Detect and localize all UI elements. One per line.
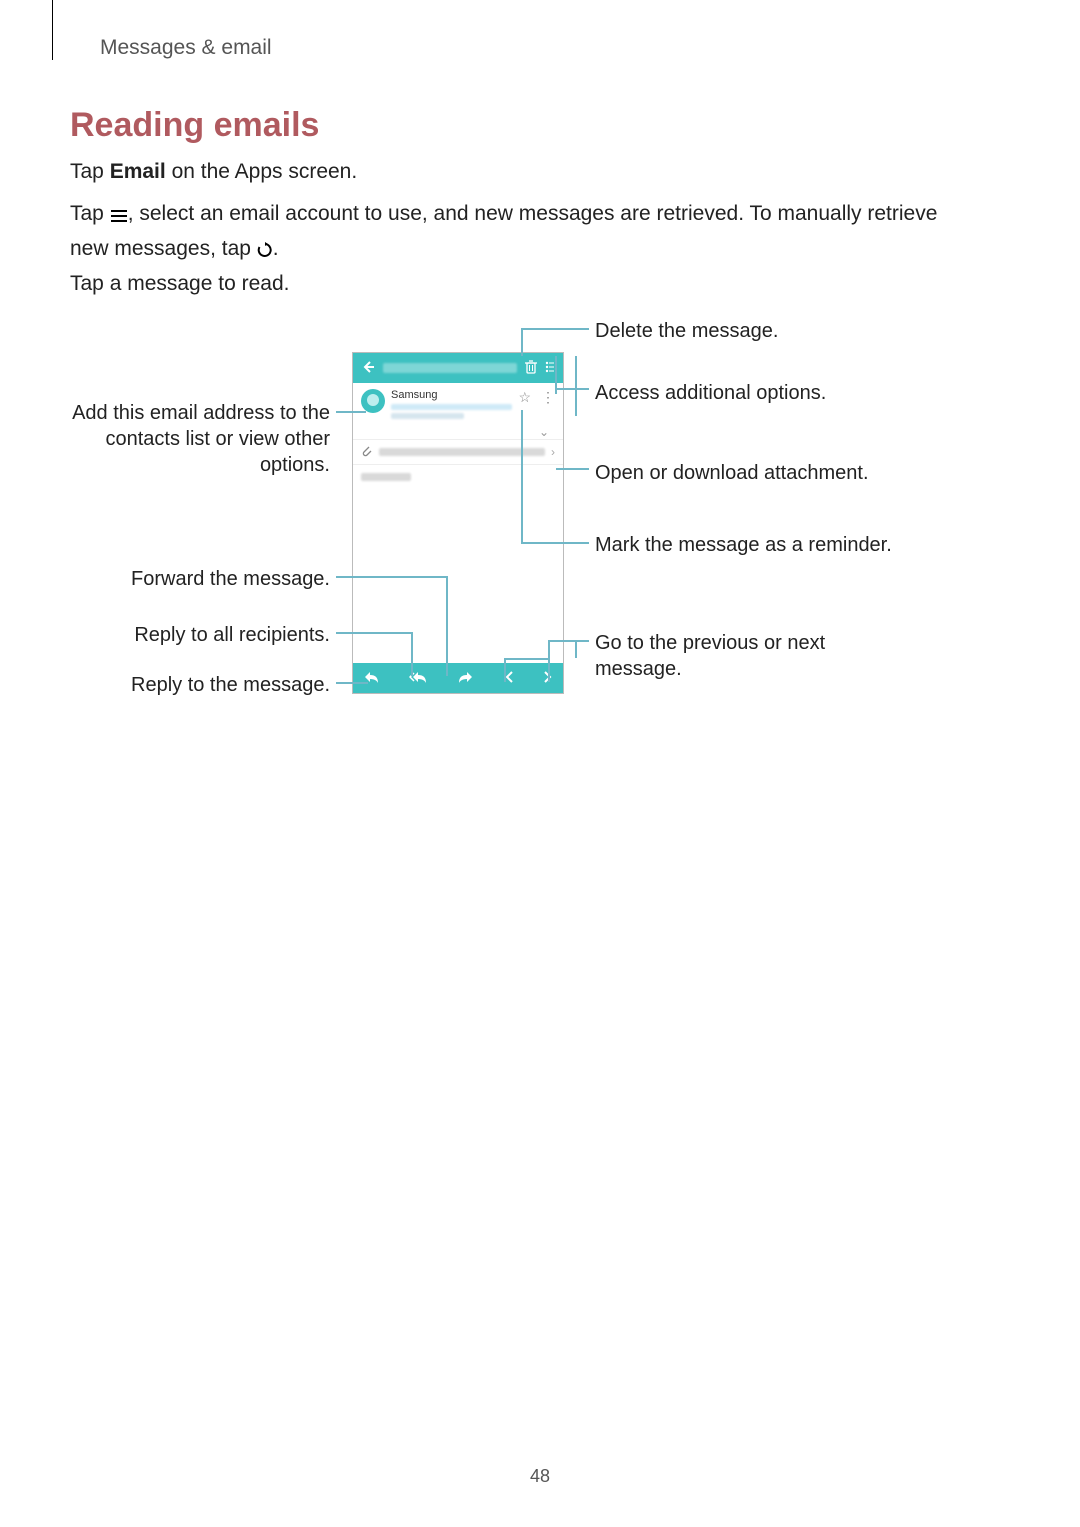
leader-line bbox=[336, 682, 368, 684]
phone-sender-name: Samsung bbox=[391, 389, 512, 401]
left-margin-rule bbox=[52, 0, 53, 60]
phone-sender-row: Samsung ☆ ⋮ bbox=[353, 383, 563, 425]
page-number: 48 bbox=[0, 1466, 1080, 1487]
blur-line bbox=[361, 473, 411, 481]
section-title: Reading emails bbox=[70, 106, 319, 145]
menu-icon bbox=[110, 201, 128, 233]
leader-line bbox=[336, 632, 411, 634]
leader-line bbox=[504, 658, 506, 682]
leader-line bbox=[521, 328, 589, 330]
p1-pre: Tap bbox=[70, 160, 110, 183]
leader-line bbox=[504, 658, 548, 660]
blur-line bbox=[391, 404, 512, 410]
trash-icon[interactable] bbox=[525, 360, 537, 377]
breadcrumb: Messages & email bbox=[100, 36, 272, 60]
chevron-right-icon[interactable]: › bbox=[551, 445, 555, 459]
leader-line bbox=[556, 468, 589, 470]
callout-options: Access additional options. bbox=[595, 380, 826, 406]
leader-line bbox=[336, 411, 366, 413]
refresh-icon bbox=[257, 236, 273, 268]
callout-contacts: Add this email address to the contacts l… bbox=[60, 400, 330, 478]
p2-mid: , select an email account to use, and ne… bbox=[70, 202, 937, 260]
callout-forward: Forward the message. bbox=[60, 566, 330, 592]
expand-row: ⌄ bbox=[353, 425, 563, 439]
avatar-icon[interactable] bbox=[361, 389, 385, 413]
more-icon[interactable] bbox=[545, 360, 555, 377]
leader-line bbox=[521, 328, 523, 356]
callout-reply: Reply to the message. bbox=[60, 672, 330, 698]
chevron-down-icon[interactable]: ⌄ bbox=[533, 425, 555, 439]
leader-line bbox=[411, 632, 413, 676]
p2-post: . bbox=[273, 237, 279, 260]
phone-title-blur bbox=[383, 363, 517, 373]
callout-attachment: Open or download attachment. bbox=[595, 460, 869, 486]
leader-line bbox=[521, 542, 589, 544]
phone-mock: Samsung ☆ ⋮ ⌄ › bbox=[352, 352, 564, 694]
p2-pre: Tap bbox=[70, 202, 110, 225]
paragraph-1: Tap Email on the Apps screen. bbox=[70, 160, 357, 184]
phone-sender-text: Samsung bbox=[391, 389, 512, 419]
diagram: Samsung ☆ ⋮ ⌄ › Delete the message. bbox=[0, 310, 1080, 730]
p1-bold: Email bbox=[110, 160, 166, 183]
star-icon[interactable]: ☆ bbox=[518, 389, 531, 406]
kebab-icon[interactable]: ⋮ bbox=[537, 389, 555, 406]
leader-line bbox=[446, 576, 448, 676]
leader-line bbox=[575, 388, 577, 416]
paragraph-2: Tap , select an email account to use, an… bbox=[70, 198, 980, 267]
leader-line bbox=[575, 356, 577, 388]
leader-line bbox=[548, 640, 550, 658]
phone-topbar bbox=[353, 353, 563, 383]
callout-nav: Go to the previous or next message. bbox=[595, 630, 855, 682]
leader-line bbox=[548, 658, 550, 682]
leader-line bbox=[555, 388, 589, 390]
callout-contacts-l3: options. bbox=[260, 454, 330, 476]
back-icon[interactable] bbox=[361, 360, 375, 377]
forward-icon[interactable] bbox=[458, 670, 474, 687]
callout-contacts-l2: contacts list or view other bbox=[105, 428, 330, 450]
leader-line bbox=[521, 410, 523, 542]
phone-bottombar bbox=[353, 663, 563, 693]
blur-line bbox=[391, 413, 464, 419]
p1-post: on the Apps screen. bbox=[166, 160, 357, 183]
paperclip-icon bbox=[361, 445, 373, 460]
phone-attachment-row: › bbox=[353, 439, 563, 465]
paragraph-3: Tap a message to read. bbox=[70, 272, 289, 296]
callout-replyall: Reply to all recipients. bbox=[60, 622, 330, 648]
callout-reminder: Mark the message as a reminder. bbox=[595, 532, 892, 558]
callout-contacts-l1: Add this email address to the bbox=[72, 402, 330, 424]
leader-line bbox=[336, 576, 446, 578]
leader-line bbox=[575, 640, 577, 658]
leader-line bbox=[548, 640, 589, 642]
callout-delete: Delete the message. bbox=[595, 318, 778, 344]
